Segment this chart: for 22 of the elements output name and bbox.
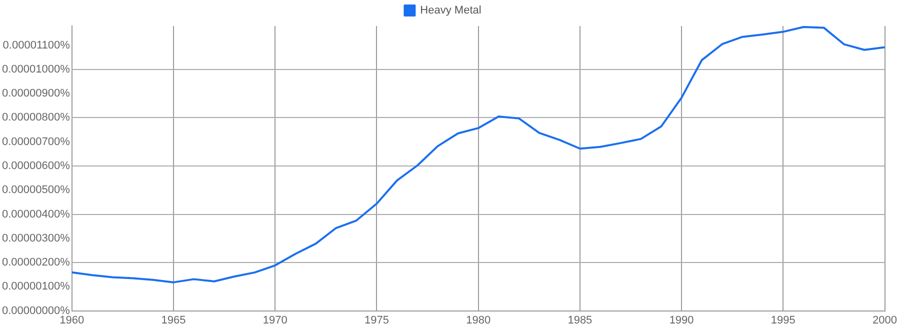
x-tick-label: 1990 xyxy=(669,314,694,326)
y-tick-label: 0.00001100% xyxy=(2,39,70,52)
y-tick-label: 0.00000200% xyxy=(2,256,70,269)
x-tick-label: 1985 xyxy=(568,314,592,326)
y-tick-label: 0.00000500% xyxy=(2,184,70,196)
y-tick-label: 0.00000800% xyxy=(2,112,70,124)
y-tick-label: 0.00000900% xyxy=(2,88,70,100)
x-tick-label: 2000 xyxy=(872,314,898,326)
y-tick-label: 0.00000100% xyxy=(2,280,70,293)
x-tick-label: 1975 xyxy=(364,314,389,326)
y-tick-label: 0.00000000% xyxy=(2,304,70,317)
x-tick-label: 1980 xyxy=(466,314,491,326)
x-tick-label: 1960 xyxy=(60,314,84,326)
y-tick-label: 0.00000400% xyxy=(2,208,70,220)
x-tick-label: 1970 xyxy=(262,314,288,326)
x-tick-label: 1965 xyxy=(161,314,186,326)
y-tick-label: 0.00000700% xyxy=(2,136,70,148)
y-tick-label: 0.00000300% xyxy=(2,232,70,244)
x-tick-label: 1995 xyxy=(770,314,796,326)
legend-label: Heavy Metal xyxy=(420,4,482,17)
y-tick-label: 0.00001000% xyxy=(2,63,70,76)
y-tick-label: 0.00000600% xyxy=(2,160,70,172)
